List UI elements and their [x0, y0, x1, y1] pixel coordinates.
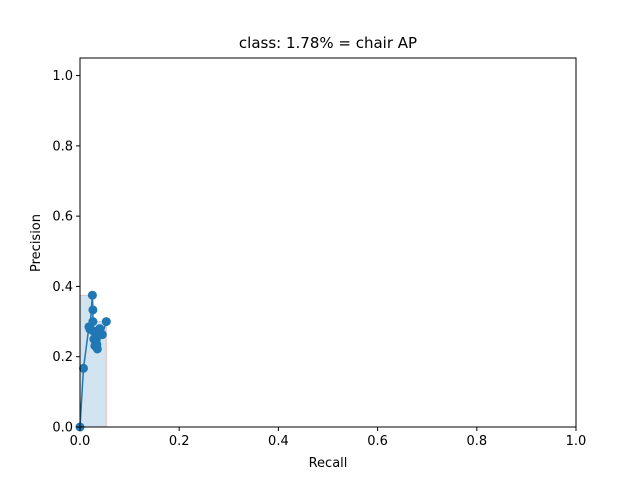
data-point	[88, 305, 98, 315]
chart-title: class: 1.78% = chair AP	[239, 34, 417, 52]
plot-frame	[79, 57, 577, 428]
data-point	[88, 317, 98, 327]
series-layer	[75, 290, 111, 432]
y-tick-label: 0.0	[52, 421, 73, 436]
x-axis-label: Recall	[309, 456, 348, 471]
y-tick-label: 0.4	[52, 280, 73, 295]
x-tick-label: 1.0	[566, 434, 587, 449]
data-point	[97, 330, 107, 340]
data-point	[78, 363, 88, 373]
x-tick-label: 0.4	[268, 434, 289, 449]
data-point	[92, 344, 102, 354]
x-tick-label: 0.8	[466, 434, 487, 449]
y-ticks: 0.0 0.2 0.4 0.6 0.8 1.0	[52, 69, 80, 436]
data-point	[101, 317, 111, 327]
x-tick-label: 0.6	[367, 434, 388, 449]
x-tick-label: 0.2	[169, 434, 190, 449]
y-tick-label: 0.2	[52, 350, 73, 365]
data-point	[87, 290, 97, 300]
x-ticks: 0.0 0.2 0.4 0.6 0.8 1.0	[70, 427, 587, 449]
y-axis-label: Precision	[29, 214, 44, 272]
x-tick-label: 0.0	[70, 434, 91, 449]
y-tick-label: 1.0	[52, 69, 73, 84]
y-tick-label: 0.8	[52, 139, 73, 154]
y-tick-label: 0.6	[52, 210, 73, 225]
